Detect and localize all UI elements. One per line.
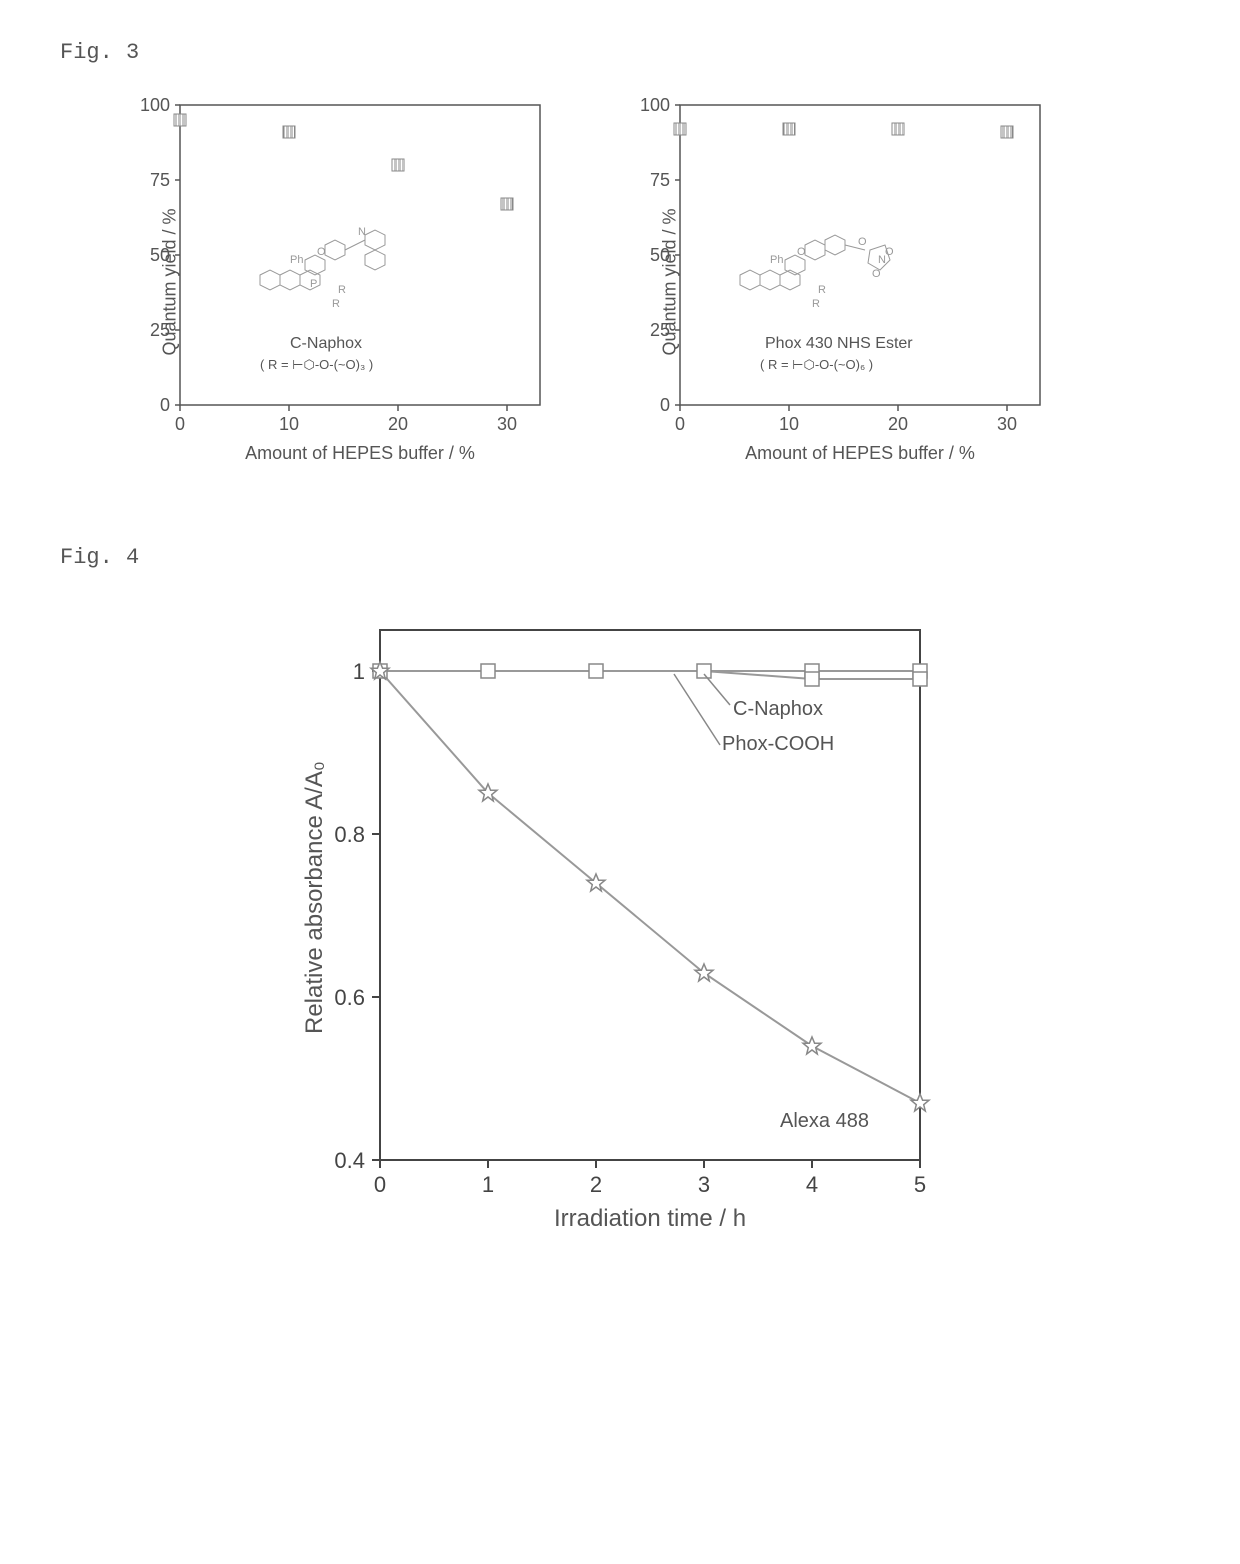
fig3l-yt4: 100 (140, 95, 170, 115)
svg-text:R: R (332, 298, 340, 310)
fig4-annot-phoxcooh: Phox-COOH (722, 733, 834, 756)
fig4-yt2: 0.8 (334, 822, 365, 847)
fig3r-molecule-icon: Ph O O O O N R R (740, 235, 894, 310)
svg-text:P: P (310, 278, 317, 290)
svg-text:N: N (358, 226, 366, 238)
fig3l-pt1 (283, 126, 295, 138)
fig3r-molname: Phox 430 NHS Ester (765, 335, 913, 353)
fig4-line-cnaphox (380, 671, 920, 679)
fig3l-pt2 (392, 159, 404, 171)
fig4-panel: 0.4 0.6 0.8 1 0 1 2 3 4 5 (260, 600, 980, 1240)
fig4-xlabel: Irradiation time / h (520, 1205, 780, 1233)
svg-text:O: O (858, 236, 867, 248)
fig3r-pt1 (783, 123, 795, 135)
fig4-line-alexa (380, 671, 920, 1103)
svg-text:N: N (878, 254, 886, 266)
fig4-ylabel: Relative absorbance A/A₀ (301, 734, 329, 1034)
fig3r-xt2: 20 (888, 414, 908, 434)
fig4-label: Fig. 4 (60, 545, 1180, 570)
fig3r-xt3: 30 (997, 414, 1017, 434)
fig4-xt0: 0 (374, 1172, 386, 1197)
fig3-right-panel: 0 25 50 75 100 0 10 20 30 (610, 85, 1070, 465)
fig3l-xlabel: Amount of HEPES buffer / % (230, 443, 490, 464)
fig3l-molecule-icon: Ph O P R R N (260, 226, 385, 310)
fig3l-pt3 (501, 198, 513, 210)
fig4-yt3: 1 (353, 659, 365, 684)
fig3r-ylabel: Quantum yield / % (660, 156, 681, 356)
fig4-annot-cnaphox: C-Naphox (733, 698, 823, 721)
svg-text:R: R (818, 284, 826, 296)
fig4-markers-alexa (371, 662, 929, 1111)
fig3l-xt0: 0 (175, 414, 185, 434)
svg-text:Ph: Ph (290, 254, 303, 266)
svg-text:O: O (797, 246, 806, 258)
fig4-yt0: 0.4 (334, 1148, 365, 1173)
fig4-svg: 0.4 0.6 0.8 1 0 1 2 3 4 5 (260, 600, 980, 1240)
fig3r-xlabel: Amount of HEPES buffer / % (730, 443, 990, 464)
fig4-yt1: 0.6 (334, 985, 365, 1010)
svg-text:R: R (338, 284, 346, 296)
fig4-xt1: 1 (482, 1172, 494, 1197)
fig3r-xt1: 10 (779, 414, 799, 434)
svg-text:O: O (885, 246, 894, 258)
fig3-left-panel: 0 25 50 75 100 0 10 20 30 (110, 85, 570, 465)
fig3l-molname: C-Naphox (290, 335, 362, 353)
fig4-container: 0.4 0.6 0.8 1 0 1 2 3 4 5 (60, 600, 1180, 1240)
fig3l-yt0: 0 (160, 395, 170, 415)
fig4-xt3: 3 (698, 1172, 710, 1197)
fig3l-molr: ( R = ⊢⬡-O-(~O)₃ ) (260, 357, 373, 373)
fig4-xt5: 5 (914, 1172, 926, 1197)
fig3r-pt0 (674, 123, 686, 135)
fig3r-yt0: 0 (660, 395, 670, 415)
fig3r-pt2 (892, 123, 904, 135)
svg-text:R: R (812, 298, 820, 310)
fig4-xt2: 2 (590, 1172, 602, 1197)
fig4-annot-alexa: Alexa 488 (780, 1110, 869, 1133)
fig3-label: Fig. 3 (60, 40, 1180, 65)
fig3r-pt3 (1001, 126, 1013, 138)
fig3-container: 0 25 50 75 100 0 10 20 30 (110, 85, 1180, 465)
fig3r-molr: ( R = ⊢⬡-O-(~O)₆ ) (760, 357, 873, 373)
fig3l-xt3: 30 (497, 414, 517, 434)
fig3l-xt1: 10 (279, 414, 299, 434)
fig4-xt4: 4 (806, 1172, 818, 1197)
svg-text:O: O (872, 268, 881, 280)
fig4-markers-top (373, 664, 927, 686)
fig3l-xt2: 20 (388, 414, 408, 434)
svg-text:Ph: Ph (770, 254, 783, 266)
fig3r-xt0: 0 (675, 414, 685, 434)
fig3r-yt4: 100 (640, 95, 670, 115)
svg-text:O: O (317, 246, 326, 258)
fig3l-ylabel: Quantum yield / % (160, 156, 181, 356)
fig3l-pt0 (174, 114, 186, 126)
